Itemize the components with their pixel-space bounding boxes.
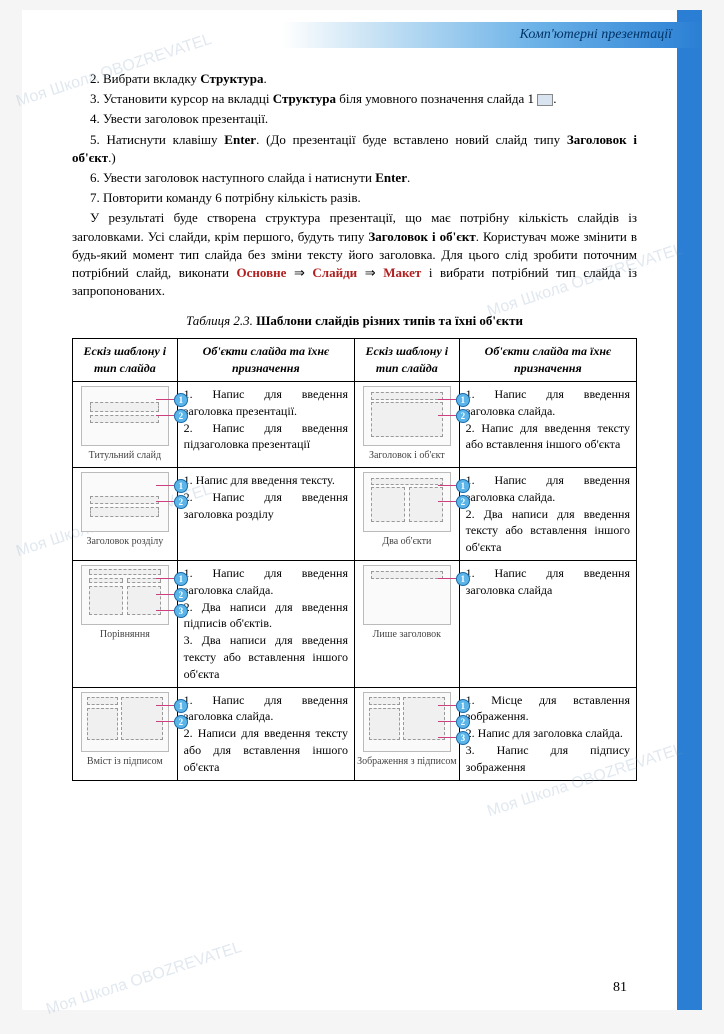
description-cell: 1. Напис для введення заголовка слайда.2… [459, 468, 636, 561]
thumb-label: Порівняння [75, 628, 175, 642]
table-header-row: Ескіз шаблону і тип слайда Об'єкти слайд… [73, 339, 637, 382]
thumb-label: Титульний слайд [75, 449, 175, 463]
thumb-cell: 12 Вміст із підписом [73, 687, 178, 780]
thumb-label: Заголовок і об'єкт [357, 449, 457, 463]
callout-marker: 3 [456, 731, 470, 745]
thumb-cell: 12 Титульний слайд [73, 382, 178, 468]
description-cell: 1. Напис для введення заголовка презента… [177, 382, 354, 468]
slide-thumbnail: 12 [81, 692, 169, 752]
page: Комп'ютерні презентації Моя Школа OBOZRE… [22, 10, 702, 1010]
description-cell: 1. Напис для введення заголовка слайда.2… [177, 561, 354, 688]
table-row: 12Вміст із підписом1. Напис для введення… [73, 687, 637, 780]
slide-thumbnail: 123 [81, 565, 169, 625]
callout-marker: 2 [174, 409, 188, 423]
thumb-cell: 12 Заголовок і об'єкт [354, 382, 459, 468]
description-cell: 1. Напис для введення заголовка слайда.2… [177, 687, 354, 780]
table-row: 12Титульний слайд1. Напис для введення з… [73, 382, 637, 468]
section-title: Комп'ютерні презентації [520, 27, 672, 42]
thumb-label: Вміст із підписом [75, 755, 175, 769]
callout-marker: 3 [174, 604, 188, 618]
step-5: 5. Натиснути клавішу Enter. (До презента… [72, 131, 637, 167]
description-cell: 1. Напис для введення заголовка слайда [459, 561, 636, 688]
body-text: 2. Вибрати вкладку Структура. 3. Установ… [72, 70, 637, 781]
th-2: Об'єкти слайда та їхнє призначення [177, 339, 354, 382]
callout-marker: 2 [174, 495, 188, 509]
step-6: 6. Увести заголовок наступного слайда і … [72, 169, 637, 187]
callout-marker: 2 [174, 588, 188, 602]
thumb-label: Лише заголовок [357, 628, 457, 642]
description-cell: 1. Напис для введення тексту.2. Напис дл… [177, 468, 354, 561]
description-cell: 1. Місце для вставлення зображення.2. На… [459, 687, 636, 780]
thumb-cell: 12 Заголовок розділу [73, 468, 178, 561]
callout-marker: 2 [174, 715, 188, 729]
callout-marker: 2 [456, 495, 470, 509]
thumb-cell: 12 Два об'єкти [354, 468, 459, 561]
callout-marker: 1 [456, 572, 470, 586]
slide-thumbnail: 123 [363, 692, 451, 752]
th-3: Ескіз шаблону і тип слайда [354, 339, 459, 382]
callout-marker: 1 [456, 479, 470, 493]
table-caption: Таблиця 2.3. Шаблони слайдів різних типі… [72, 312, 637, 330]
table-row: 123Порівняння1. Напис для введення загол… [73, 561, 637, 688]
result-paragraph: У результаті буде створена структура пре… [72, 209, 637, 300]
slide-thumbnail: 12 [81, 386, 169, 446]
step-3: 3. Установити курсор на вкладці Структур… [72, 90, 637, 108]
thumb-cell: 1 Лише заголовок [354, 561, 459, 688]
callout-marker: 1 [174, 393, 188, 407]
th-4: Об'єкти слайда та їхнє призначення [459, 339, 636, 382]
section-header: Комп'ютерні презентації [282, 22, 702, 48]
thumb-label: Два об'єкти [357, 535, 457, 549]
step-7: 7. Повторити команду 6 потрібну кількіст… [72, 189, 637, 207]
thumb-cell: 123 Порівняння [73, 561, 178, 688]
callout-marker: 2 [456, 715, 470, 729]
th-1: Ескіз шаблону і тип слайда [73, 339, 178, 382]
slide-thumbnail: 12 [81, 472, 169, 532]
callout-marker: 2 [456, 409, 470, 423]
callout-marker: 1 [174, 572, 188, 586]
thumb-cell: 123 Зображення з підписом [354, 687, 459, 780]
templates-table: Ескіз шаблону і тип слайда Об'єкти слайд… [72, 338, 637, 780]
thumb-label: Зображення з підписом [357, 755, 457, 769]
slide-thumbnail: 12 [363, 386, 451, 446]
callout-marker: 1 [456, 393, 470, 407]
step-2: 2. Вибрати вкладку Структура. [72, 70, 637, 88]
watermark: Моя Школа OBOZREVATEL [44, 937, 245, 1021]
callout-marker: 1 [174, 699, 188, 713]
page-number: 81 [613, 978, 627, 998]
slide-icon [537, 94, 553, 106]
description-cell: 1. Напис для введення заголовка слайда.2… [459, 382, 636, 468]
slide-thumbnail: 12 [363, 472, 451, 532]
callout-marker: 1 [456, 699, 470, 713]
table-row: 12Заголовок розділу1. Напис для введення… [73, 468, 637, 561]
callout-marker: 1 [174, 479, 188, 493]
step-4: 4. Увести заголовок презентації. [72, 110, 637, 128]
thumb-label: Заголовок розділу [75, 535, 175, 549]
slide-thumbnail: 1 [363, 565, 451, 625]
